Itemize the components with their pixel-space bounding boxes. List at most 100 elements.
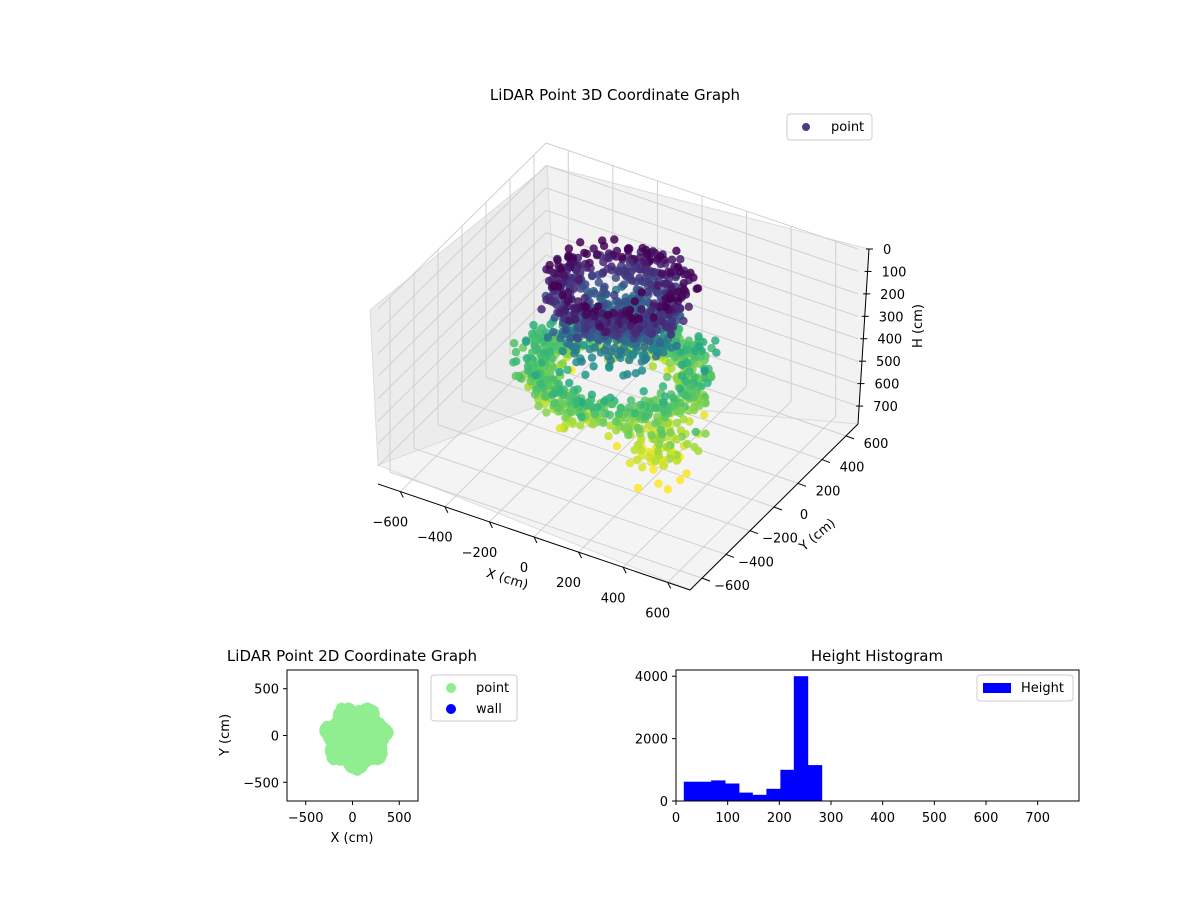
lidar-point-3d (691, 427, 700, 437)
lidar-point-3d (667, 255, 677, 264)
x-tick-label-2d: −500 (288, 811, 324, 826)
lidar-point-2d (346, 733, 357, 744)
lidar-point-3d (549, 327, 558, 337)
x-tick-3d (488, 521, 493, 529)
legend-histogram-swatch (983, 683, 1011, 693)
histogram-bars (683, 676, 823, 801)
lidar-point-3d (558, 359, 568, 368)
x-ticks-3d: −600 −400 −200 0 200 400 600 (372, 491, 672, 621)
lidar-point-3d (682, 469, 691, 478)
z-tick-label-3d: 700 (873, 400, 898, 415)
lidar-point-2d (327, 722, 338, 733)
lidar-point-3d (667, 330, 676, 339)
lidar-point-3d (657, 429, 667, 439)
y-tick-label-3d: 600 (864, 437, 889, 452)
lidar-point-2d (364, 751, 375, 762)
y-tick-3d (797, 482, 807, 487)
lidar-point-3d (522, 337, 531, 346)
lidar-point-3d (548, 390, 557, 399)
y-tick-label-2d: 0 (271, 730, 279, 745)
lidar-point-3d (548, 354, 557, 363)
lidar-point-3d (679, 415, 688, 424)
lidar-point-3d (665, 454, 674, 463)
lidar-point-3d (665, 358, 674, 367)
grid-line (461, 400, 775, 508)
lidar-point-3d (611, 273, 620, 282)
legend-histogram: Height (976, 674, 1074, 702)
x-tick-label-3d: −400 (417, 531, 453, 546)
lidar-point-3d (573, 323, 582, 333)
chart-2d-title: LiDAR Point 2D Coordinate Graph (227, 647, 477, 665)
lidar-point-3d (674, 296, 683, 305)
lidar-point-3d (550, 399, 559, 408)
lidar-point-3d (690, 346, 700, 356)
legend-2d-label-wall: wall (476, 702, 502, 717)
x-tick-label-histogram: 500 (922, 811, 947, 826)
lidar-point-3d (669, 393, 678, 402)
lidar-point-3d (700, 410, 709, 420)
lidar-point-3d (683, 439, 692, 449)
lidar-point-2d (354, 724, 365, 735)
lidar-point-3d (660, 407, 669, 416)
grid-line (377, 277, 547, 444)
lidar-point-3d (511, 347, 521, 357)
lidar-point-3d (587, 271, 597, 280)
points-3d (509, 235, 721, 494)
y-tick-label-2d: −500 (243, 776, 279, 791)
points-2d (319, 702, 394, 776)
lidar-point-3d (509, 358, 518, 367)
histogram-title: Height Histogram (811, 647, 943, 665)
grid-line (667, 416, 837, 583)
lidar-point-3d (576, 238, 585, 247)
x-tick-label-3d: 0 (520, 561, 528, 576)
lidar-point-3d (649, 313, 658, 322)
lidar-point-3d (570, 349, 579, 358)
lidar-point-3d (600, 397, 609, 406)
lidar-point-2d (346, 716, 357, 727)
grid-line (377, 209, 547, 377)
x-tick-label-3d: 200 (556, 576, 581, 591)
lidar-point-3d (712, 348, 721, 357)
lidar-point-3d (509, 339, 519, 348)
grid-line (377, 142, 547, 310)
lidar-point-3d (565, 378, 574, 388)
lidar-point-3d (662, 279, 671, 288)
lidar-point-3d (614, 409, 623, 419)
histogram-bar (766, 788, 781, 801)
lidar-point-3d (587, 353, 597, 362)
lidar-point-3d (589, 362, 598, 371)
lidar-point-3d (524, 366, 533, 375)
lidar-point-3d (612, 426, 621, 435)
lidar-point-3d (656, 252, 665, 261)
lidar-point-3d (651, 352, 661, 361)
legend-2d-marker-wall (446, 704, 456, 714)
lidar-point-3d (642, 335, 651, 345)
chart-2d: LiDAR Point 2D Coordinate Graph −500 0 500… (218, 647, 518, 846)
histogram-bar (683, 781, 699, 801)
y-tick-label-2d: 500 (254, 683, 279, 698)
histogram-bar (752, 794, 767, 801)
lidar-point-3d (610, 290, 619, 300)
x-tick-label-3d: 400 (601, 591, 626, 606)
lidar-point-3d (594, 278, 603, 287)
lidar-point-3d (637, 305, 646, 314)
x-tick-3d (399, 491, 404, 498)
y-tick-3d (749, 530, 759, 535)
lidar-point-3d (674, 287, 683, 296)
lidar-point-2d (355, 756, 366, 767)
lidar-point-3d (589, 420, 598, 429)
lidar-point-2d (335, 738, 346, 749)
z-tick-label-3d: 500 (876, 355, 901, 370)
x-tick-label-histogram: 0 (672, 811, 680, 826)
histogram-frame (675, 669, 1080, 802)
lidar-point-3d (558, 347, 567, 356)
histogram-bar (739, 792, 753, 801)
z-axis-label-3d: H (cm) (911, 304, 926, 348)
lidar-point-3d (666, 428, 675, 437)
z-tick-label-3d: 400 (877, 333, 902, 348)
lidar-point-3d (665, 294, 675, 303)
lidar-point-3d (566, 333, 575, 342)
x-tick-label-histogram: 700 (1025, 811, 1050, 826)
lidar-point-3d (590, 410, 600, 419)
